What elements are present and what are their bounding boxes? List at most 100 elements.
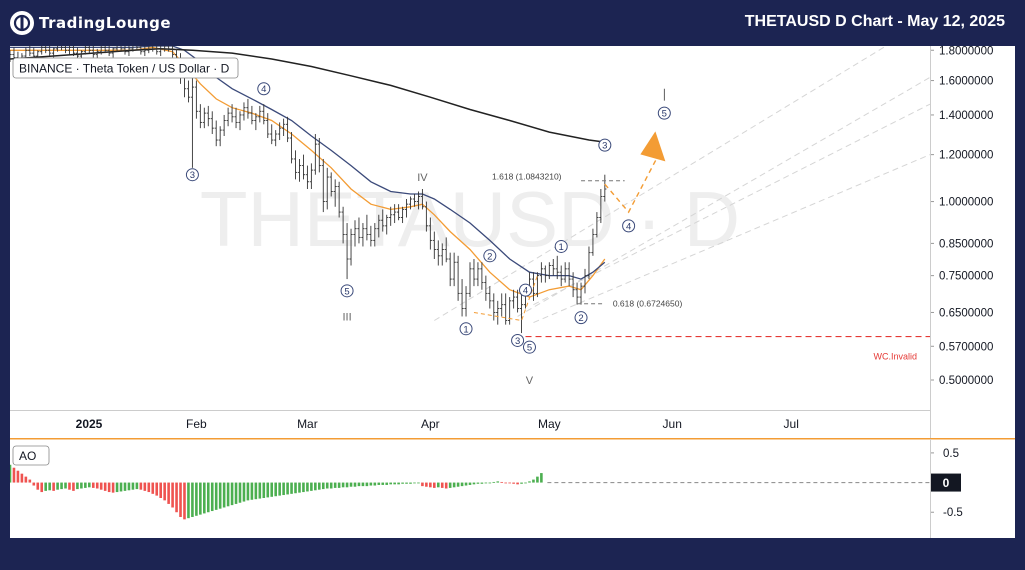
wave-label-roman: V — [526, 375, 534, 387]
ao-bar — [520, 482, 523, 484]
price-axis-label: 1.6000000 — [939, 76, 993, 88]
candle — [317, 138, 321, 173]
ao-bar — [444, 482, 448, 489]
ao-bar — [151, 482, 155, 494]
ao-bar — [333, 482, 337, 488]
ao-bar — [516, 482, 519, 485]
ao-bar — [274, 482, 277, 497]
wave-label-circled: 3 — [598, 138, 612, 152]
candle — [361, 223, 365, 247]
ao-bar — [294, 482, 297, 494]
ao-bar — [52, 482, 55, 491]
candle — [210, 111, 214, 135]
ao-bar — [218, 482, 222, 509]
ao-bar — [524, 482, 527, 484]
wave-label-text: 4 — [261, 84, 266, 95]
ao-bar — [456, 482, 460, 487]
ao-bar — [88, 482, 91, 488]
ao-bar — [179, 482, 182, 517]
ao-bar — [302, 482, 305, 493]
candle — [305, 165, 310, 190]
wave-label-circled: 2 — [574, 311, 588, 325]
wave-label-roman: IV — [417, 172, 428, 184]
ao-bar — [460, 482, 464, 487]
ao-bar — [500, 481, 504, 483]
candle — [159, 46, 163, 57]
time-axis-label: 2025 — [76, 417, 103, 431]
ao-bar — [270, 482, 274, 497]
wave-label-circle — [459, 322, 473, 336]
channel-line — [434, 18, 931, 321]
wave-label-circled: 4 — [622, 219, 636, 233]
wave-label-text: 4 — [626, 221, 631, 232]
candle — [440, 243, 444, 266]
candle — [412, 193, 417, 207]
wave-label-circled: 2 — [483, 249, 497, 263]
chart-canvas[interactable]: THETAUSD · D 1.618 (1.0843210)0.618 (0.6… — [8, 18, 1015, 538]
wave-label-circled: 4 — [257, 82, 271, 96]
candle — [393, 204, 397, 224]
ao-bar — [127, 482, 131, 491]
wave-label-circle — [511, 333, 525, 347]
ao-bar — [36, 482, 40, 490]
wave-label-circled: 1 — [554, 239, 568, 253]
candle — [329, 172, 333, 197]
candle — [416, 191, 421, 210]
candle — [333, 179, 337, 207]
candle — [535, 272, 540, 298]
ao-bar — [16, 470, 20, 483]
ao-bar — [436, 482, 440, 488]
candle — [397, 204, 401, 221]
ao-bar — [286, 482, 289, 495]
time-axis-label: Apr — [421, 417, 440, 431]
price-axis-label: 0.5000000 — [939, 375, 993, 387]
price-axis-label: 0.7500000 — [939, 271, 993, 283]
ao-legend[interactable]: AO — [12, 445, 50, 466]
candle — [464, 286, 468, 317]
ao-bar — [401, 482, 404, 484]
ao-bar — [258, 482, 262, 499]
ao-bar — [484, 482, 488, 484]
ao-bar — [119, 482, 123, 492]
candle — [551, 259, 555, 276]
ao-bar — [306, 482, 309, 492]
wave-label-circled: 3 — [511, 333, 525, 347]
pane-separator[interactable] — [10, 438, 1015, 440]
candle — [258, 105, 262, 123]
candle — [254, 113, 258, 131]
ao-bar — [421, 482, 424, 487]
fib-level-label: 0.618 (0.6724650) — [613, 299, 683, 309]
wave-label-text: 3 — [602, 141, 607, 152]
candle — [583, 268, 587, 294]
symbol-legend[interactable]: BINANCE · Theta Token / US Dollar · D — [12, 57, 239, 79]
ao-bar — [56, 482, 59, 490]
candle — [246, 98, 250, 119]
wave-label-roman: III — [342, 311, 351, 323]
ao-bar — [321, 482, 325, 490]
wave-label-circle — [554, 239, 568, 253]
ao-bar — [361, 482, 365, 487]
ao-bar — [175, 482, 178, 513]
time-axis-label: Mar — [297, 417, 318, 431]
candle — [83, 44, 87, 55]
ao-bar — [24, 476, 28, 483]
ao-bar — [536, 476, 539, 483]
candle — [234, 107, 238, 129]
ao-bar — [528, 481, 531, 483]
candle — [274, 130, 278, 147]
candle — [595, 212, 599, 238]
candle — [452, 252, 456, 287]
ao-bar — [504, 482, 507, 484]
ao-bar — [103, 482, 107, 491]
ao-bar — [91, 482, 95, 488]
ao-bar — [508, 482, 511, 484]
candle — [504, 293, 508, 325]
ao-label: AO — [19, 449, 36, 463]
ao-bar — [242, 482, 246, 502]
header: TradingLounge THETAUSD D Chart - May 12,… — [0, 0, 1025, 46]
wave-label-text: 3 — [515, 336, 520, 347]
candle — [515, 289, 520, 313]
ao-bar — [139, 482, 143, 490]
ao-bar — [131, 482, 135, 490]
time-axis-label: Feb — [186, 417, 207, 431]
